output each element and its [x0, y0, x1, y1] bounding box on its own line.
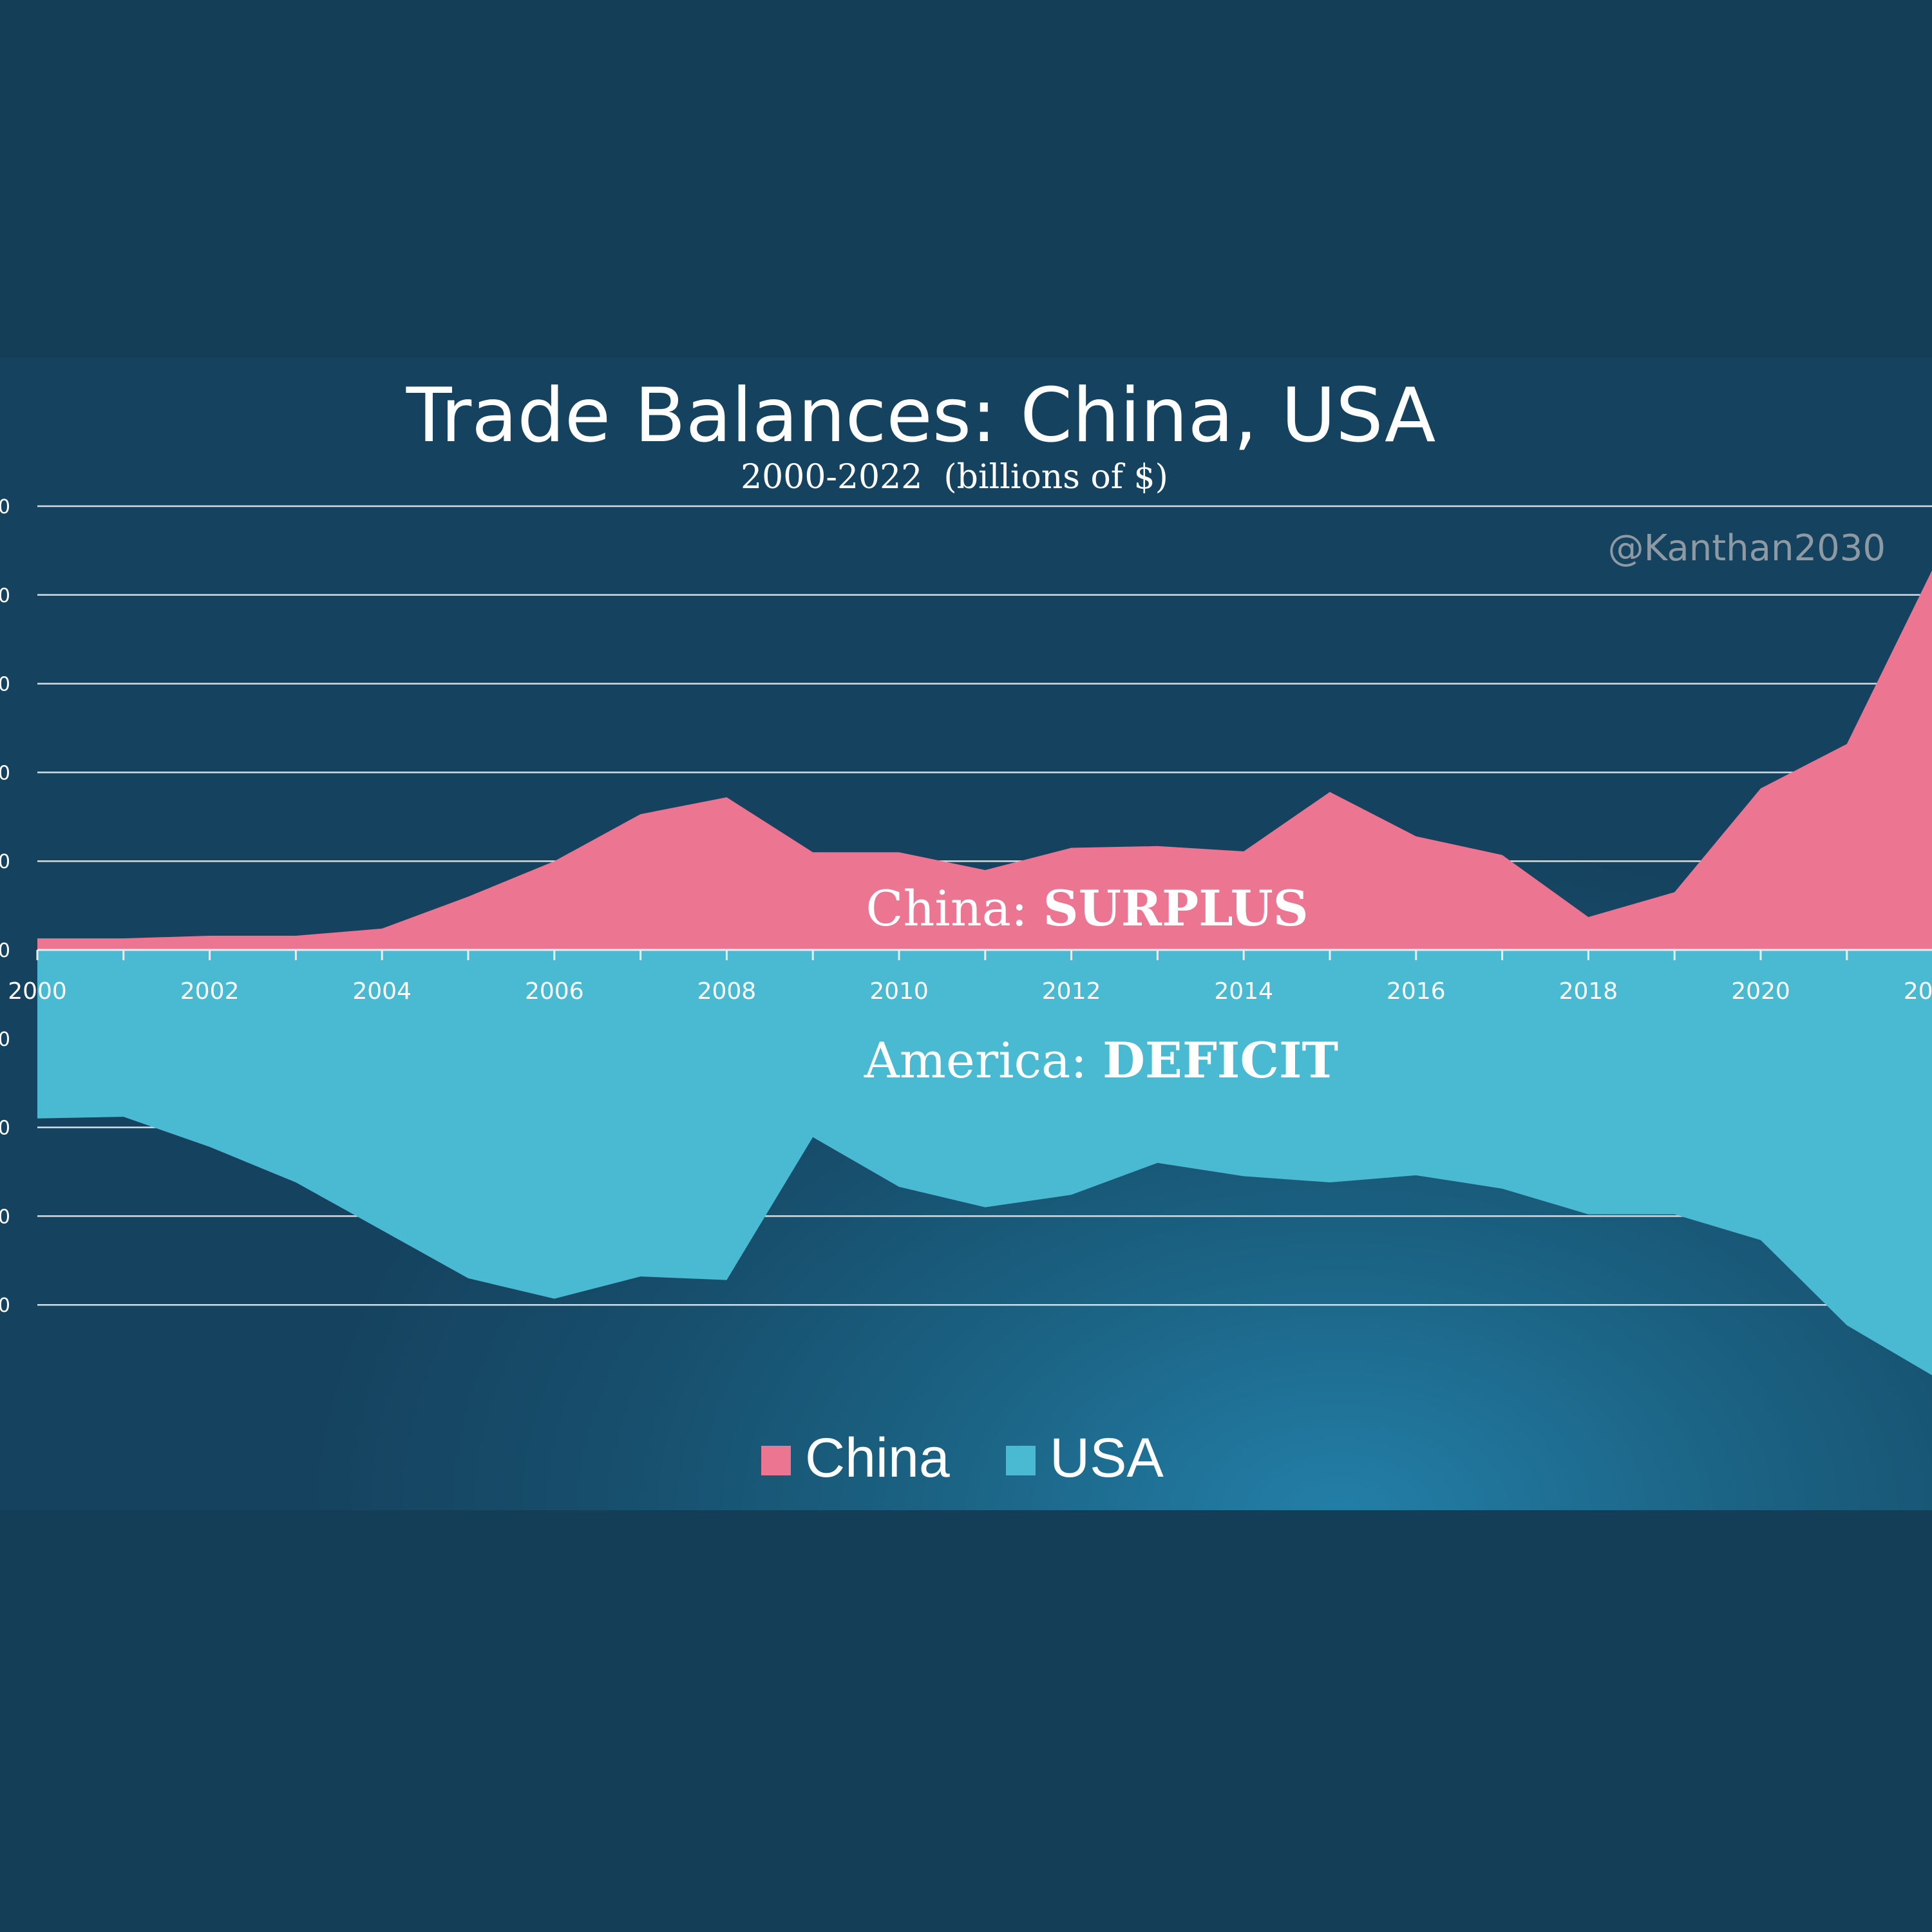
- y-tick-label: 300: [0, 674, 10, 696]
- x-tick-label: 2010: [869, 978, 929, 1005]
- china-annotation: China: SURPLUS: [866, 880, 1308, 937]
- x-tick-label: 2012: [1042, 978, 1101, 1005]
- legend: China USA: [761, 1427, 1164, 1489]
- y-tick-label: -400: [0, 1294, 10, 1317]
- x-axis: 2000 2002 2004 2006 2008 2010 2012 2014 2016 2018…: [8, 949, 1932, 1005]
- usa-annotation-bold: DEFICIT: [1103, 1032, 1338, 1089]
- legend-label-china: China: [805, 1427, 950, 1489]
- y-tick-label: 0: [0, 940, 10, 962]
- chart-panel: 2000 2002 2004 2006 2008 2010 2012 2014 2016 2018…: [0, 357, 1932, 1510]
- area-series: [37, 570, 1932, 1376]
- y-tick-label: 400: [0, 585, 10, 607]
- area-china: [37, 570, 1932, 950]
- chart-subtitle: 2000-2022 (billions of $): [741, 458, 1168, 497]
- usa-annotation-prefix: America:: [864, 1032, 1103, 1089]
- area-usa: [37, 950, 1932, 1376]
- y-tick-label: 500: [0, 496, 10, 518]
- china-annotation-bold: SURPLUS: [1043, 880, 1309, 937]
- y-tick-label: 100: [0, 851, 10, 873]
- x-tick-label: 2002: [180, 978, 240, 1005]
- x-tick-label: 2008: [697, 978, 757, 1005]
- y-tick-label: -100: [0, 1028, 10, 1051]
- legend-swatch-china: [761, 1446, 791, 1475]
- china-annotation-prefix: China:: [866, 880, 1043, 937]
- x-tick-label: 2006: [525, 978, 584, 1005]
- usa-annotation: America: DEFICIT: [864, 1032, 1338, 1089]
- trade-balance-chart: 2000 2002 2004 2006 2008 2010 2012 2014 2016 2018…: [0, 372, 1932, 1489]
- x-tick-label: 2022: [1904, 978, 1932, 1005]
- y-tick-label: -300: [0, 1206, 10, 1228]
- x-tick-label: 2000: [8, 978, 67, 1005]
- y-tick-label: -200: [0, 1117, 10, 1140]
- x-tick-label: 2020: [1731, 978, 1790, 1005]
- x-tick-label: 2018: [1559, 978, 1618, 1005]
- y-axis-ticks: -400 -300 -200 -100 0 100 200 300 400 500: [0, 496, 10, 1317]
- x-tick-label: 2014: [1214, 978, 1273, 1005]
- legend-swatch-usa: [1006, 1446, 1036, 1475]
- legend-label-usa: USA: [1050, 1427, 1164, 1489]
- chart-title: Trade Balances: China, USA: [406, 372, 1436, 459]
- x-tick-label: 2004: [352, 978, 412, 1005]
- watermark: @Kanthan2030: [1608, 527, 1886, 569]
- y-tick-label: 200: [0, 762, 10, 784]
- x-tick-label: 2016: [1387, 978, 1446, 1005]
